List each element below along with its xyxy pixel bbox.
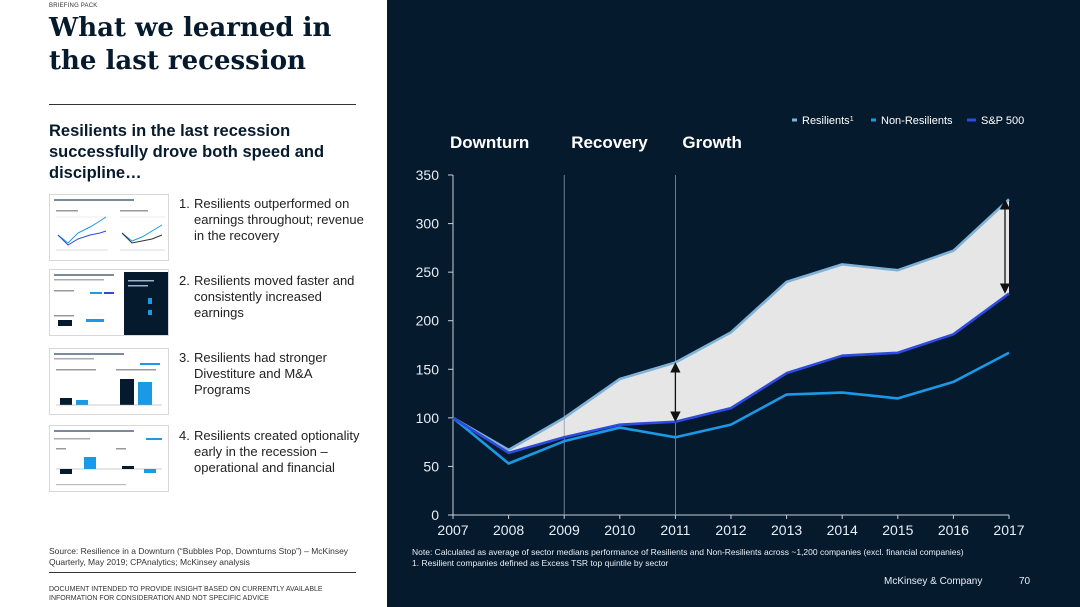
x-tick-label: 2012 bbox=[715, 522, 746, 538]
gap-band bbox=[453, 199, 1009, 453]
list-item: 3. Resilients had stronger Divestiture a… bbox=[179, 350, 364, 398]
footer-divider bbox=[49, 572, 356, 573]
x-tick-label: 2017 bbox=[993, 522, 1024, 538]
title-divider bbox=[49, 104, 356, 105]
phase-label: Growth bbox=[682, 133, 742, 152]
thumbnail-earnings-revenue bbox=[49, 194, 169, 261]
list-item: 1. Resilients outperformed on earnings t… bbox=[179, 196, 364, 244]
brand-label: McKinsey & Company bbox=[884, 576, 983, 587]
y-tick-label: 200 bbox=[416, 313, 440, 329]
item-text: Resilients moved faster and consistently… bbox=[194, 273, 355, 320]
y-tick-label: 350 bbox=[416, 167, 440, 183]
y-tick-label: 150 bbox=[416, 361, 440, 377]
y-tick-label: 0 bbox=[431, 507, 439, 523]
legend-footnote-marker: 1 bbox=[850, 116, 854, 123]
disclaimer: DOCUMENT INTENDED TO PROVIDE INSIGHT BAS… bbox=[49, 586, 323, 602]
chart-panel: 0 50 100 150 200 250 300 350 2007 2008 2009 2010 201… bbox=[387, 0, 1080, 607]
x-tick-label: 2011 bbox=[660, 522, 690, 538]
left-subtitle: Resilients in the last recession success… bbox=[49, 122, 325, 182]
left-panel: BRIEFING PACK What we learned in the las… bbox=[0, 0, 387, 607]
item-number: 2. bbox=[179, 273, 190, 288]
series-line-s-p-500 bbox=[452, 292, 1010, 455]
line-chart: 0 50 100 150 200 250 300 350 2007 2008 2009 2010 201… bbox=[416, 115, 1025, 538]
page-title: What we learned in the last recession bbox=[49, 13, 332, 76]
x-tick-label: 2014 bbox=[827, 522, 858, 538]
thumbnail-mini-line-chart bbox=[54, 199, 165, 251]
chart-note-line-2: 1. Resilient companies defined as Excess… bbox=[412, 557, 669, 568]
legend-label: Non-Resilients bbox=[881, 115, 953, 127]
item-text: Resilients had stronger Divestiture and … bbox=[194, 350, 327, 397]
y-tick-label: 250 bbox=[416, 264, 440, 280]
series-line-resilients bbox=[452, 198, 1010, 452]
list-item: 4. Resilients created optionality early … bbox=[179, 428, 364, 476]
legend-label: Resilients1 bbox=[802, 115, 854, 127]
thumbnail-speed-earnings bbox=[49, 269, 169, 336]
x-tick-label: 2013 bbox=[771, 522, 802, 538]
source-note: Source: Resilience in a Downturn (“Bubbl… bbox=[49, 546, 349, 567]
thumbnail-mini-bar-chart bbox=[54, 353, 162, 406]
item-number: 3. bbox=[179, 350, 190, 365]
thumbnail-divestiture bbox=[49, 348, 169, 415]
phase-label: Downturn bbox=[450, 133, 529, 152]
x-tick-label: 2007 bbox=[437, 522, 468, 538]
series-line-non-resilients bbox=[452, 351, 1010, 465]
page-number: 70 bbox=[1019, 576, 1031, 587]
y-tick-label: 100 bbox=[416, 410, 440, 426]
thumbnail-mini-bar-chart bbox=[54, 430, 162, 486]
pack-label: BRIEFING PACK bbox=[49, 3, 98, 9]
item-number: 4. bbox=[179, 428, 190, 443]
y-tick-label: 300 bbox=[416, 216, 440, 232]
item-text: Resilients outperformed on earnings thro… bbox=[194, 196, 364, 243]
item-number: 1. bbox=[179, 196, 190, 211]
x-tick-label: 2008 bbox=[493, 522, 524, 538]
legend-label: S&P 500 bbox=[981, 115, 1024, 127]
list-item: 2. Resilients moved faster and consisten… bbox=[179, 273, 364, 321]
chart-note-line-1: Note: Calculated as average of sector me… bbox=[412, 547, 964, 557]
x-tick-label: 2010 bbox=[604, 522, 635, 538]
thumbnail-mini-bar-chart bbox=[54, 272, 168, 335]
phase-label: Recovery bbox=[571, 133, 648, 152]
thumbnail-optionality bbox=[49, 425, 169, 492]
x-tick-label: 2016 bbox=[938, 522, 969, 538]
x-tick-label: 2009 bbox=[549, 522, 580, 538]
item-text: Resilients created optionality early in … bbox=[194, 428, 360, 475]
chart-note: Note: Calculated as average of sector me… bbox=[412, 547, 1052, 568]
x-tick-label: 2015 bbox=[882, 522, 913, 538]
y-tick-label: 50 bbox=[423, 458, 439, 474]
